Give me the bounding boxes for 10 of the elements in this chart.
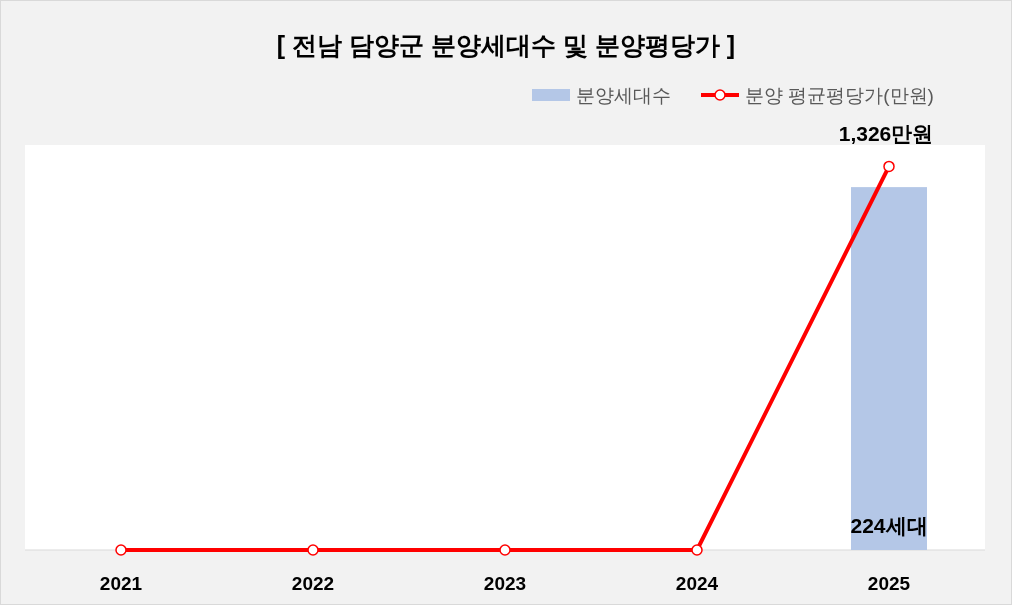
data-label: 1,326만원 [838,122,934,146]
x-tick-label: 2023 [483,573,527,594]
x-tick-label: 2022 [291,573,335,594]
x-tick-label: 2025 [867,573,911,594]
legend-label: 분양세대수 [576,85,671,106]
legend-label: 분양 평균평당가(만원) [745,85,934,106]
x-tick-label: 2021 [99,573,143,594]
x-tick-label: 2024 [675,573,719,594]
chart-title: [ 전남 담양군 분양세대수 및 분양평당가 ] [276,31,736,59]
data-label: 224세대 [850,514,928,537]
